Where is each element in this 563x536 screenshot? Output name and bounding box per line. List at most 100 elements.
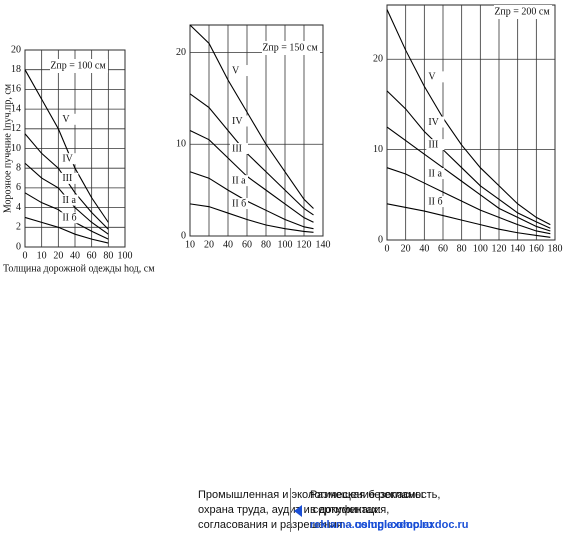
footer-left: Промышленная и экологическая безопасност… bbox=[198, 488, 469, 533]
curve-label: III bbox=[232, 143, 242, 154]
curve-label-bg bbox=[426, 168, 445, 180]
x-tick-label: 0 bbox=[23, 250, 28, 261]
plot-frame bbox=[189, 24, 324, 237]
curve bbox=[189, 171, 314, 230]
y-tick-label: 20 bbox=[373, 54, 383, 65]
x-tick-label: 40 bbox=[419, 243, 429, 254]
curve-label: IV bbox=[428, 117, 439, 128]
x-tick-label: 120 bbox=[297, 239, 312, 250]
x-tick-label: 0 bbox=[385, 243, 390, 254]
curve-label-bg bbox=[426, 116, 445, 128]
curve bbox=[189, 93, 314, 216]
x-tick-label: 10 bbox=[37, 250, 47, 261]
curve-label: II а bbox=[428, 168, 442, 179]
curve bbox=[189, 24, 314, 209]
x-tick-label: 40 bbox=[223, 239, 233, 250]
y-tick-label: 2 bbox=[16, 222, 21, 233]
divider bbox=[290, 488, 291, 532]
curve bbox=[189, 130, 314, 223]
curve-label: II б bbox=[232, 198, 246, 209]
footer-right: Размещение рекламы в документах: reklama… bbox=[310, 488, 433, 533]
curve-label-bg bbox=[60, 194, 79, 206]
curve-label-bg bbox=[60, 172, 79, 184]
y-tick-label: 18 bbox=[11, 64, 21, 75]
curve-label: V bbox=[62, 114, 70, 125]
x-tick-label: 60 bbox=[242, 239, 252, 250]
curve-label: II б bbox=[428, 196, 442, 207]
curve-label: IV bbox=[62, 153, 73, 164]
annotation: Zпр = 150 см bbox=[262, 42, 318, 53]
curve-label-bg bbox=[230, 115, 248, 127]
curve bbox=[386, 9, 551, 226]
x-tick-label: 100 bbox=[278, 239, 293, 250]
y-tick-label: 20 bbox=[11, 44, 21, 55]
curve bbox=[386, 203, 551, 238]
x-tick-label: 60 bbox=[438, 243, 448, 254]
y-tick-label: 0 bbox=[16, 241, 21, 252]
x-tick-label: 180 bbox=[548, 243, 563, 254]
footer-link[interactable]: reklama.complexdoc.ru bbox=[310, 518, 433, 533]
footer-line: Промышленная и экологическая безопасност… bbox=[198, 489, 441, 501]
x-tick-label: 20 bbox=[53, 250, 63, 261]
annotation: Zпр = 100 см bbox=[50, 60, 106, 71]
curve-label: II б bbox=[62, 213, 76, 224]
y-tick-label: 14 bbox=[11, 103, 21, 114]
curve bbox=[386, 167, 551, 235]
y-tick-label: 10 bbox=[373, 144, 383, 155]
curve-label-bg bbox=[426, 71, 445, 83]
y-tick-label: 8 bbox=[16, 162, 21, 173]
footer-line: охрана труда, аудит и сертификация, bbox=[198, 504, 390, 516]
y-tick-label: 20 bbox=[176, 47, 186, 58]
curve-label: II а bbox=[62, 195, 76, 206]
y-tick-label: 4 bbox=[16, 202, 21, 213]
curve bbox=[24, 69, 109, 223]
x-tick-label: 80 bbox=[103, 250, 113, 261]
x-tick-label: 100 bbox=[473, 243, 488, 254]
x-axis-label: Толщина дорожной одежды hод, см bbox=[3, 263, 155, 274]
y-tick-label: 12 bbox=[11, 123, 21, 134]
y-tick-label: 10 bbox=[176, 139, 186, 150]
footer-line: согласования и разрешения – uslugi.compl… bbox=[198, 518, 469, 533]
x-tick-label: 100 bbox=[118, 250, 133, 261]
footer-link-text[interactable]: reklama.complexdoc.ru bbox=[310, 519, 433, 531]
x-tick-label: 10 bbox=[185, 239, 195, 250]
footer-line: Размещение рекламы bbox=[310, 489, 424, 501]
y-axis-label: Морозное пучение lпуч.пр, см bbox=[2, 83, 13, 213]
arrow-icon bbox=[294, 505, 302, 517]
curve bbox=[189, 203, 314, 233]
x-tick-label: 140 bbox=[316, 239, 331, 250]
y-tick-label: 16 bbox=[11, 84, 21, 95]
plot-frame bbox=[386, 4, 556, 241]
annotation-bg bbox=[262, 41, 320, 55]
footer-link[interactable]: uslugi.complexdoc.ru bbox=[354, 519, 469, 531]
curve-label-bg bbox=[230, 143, 248, 155]
y-tick-label: 0 bbox=[181, 230, 186, 241]
curve-label-bg bbox=[426, 139, 445, 151]
curve-label-bg bbox=[426, 196, 445, 208]
y-tick-label: 10 bbox=[11, 143, 21, 154]
annotation-bg bbox=[494, 5, 552, 19]
curve bbox=[386, 126, 551, 232]
curve-label-bg bbox=[60, 153, 79, 165]
curve-label: V bbox=[428, 72, 436, 83]
curve-label: III bbox=[428, 139, 438, 150]
curve-label: V bbox=[232, 65, 240, 76]
annotation: Zпр = 200 см bbox=[494, 6, 550, 17]
curve-label-bg bbox=[60, 212, 79, 224]
curve-label-bg bbox=[230, 198, 248, 210]
x-tick-label: 80 bbox=[457, 243, 467, 254]
footer-text: согласования и разрешения – bbox=[198, 519, 352, 531]
y-tick-label: 0 bbox=[378, 234, 383, 245]
charts: 0 10 20 40 60 80 10002468101214161820VIVIIIII … bbox=[2, 4, 563, 274]
curve-label: II а bbox=[232, 175, 246, 186]
curve-label-bg bbox=[230, 175, 248, 187]
y-tick-label: 6 bbox=[16, 182, 21, 193]
x-tick-label: 80 bbox=[261, 239, 271, 250]
annotation-bg bbox=[50, 59, 108, 73]
curve bbox=[386, 90, 551, 229]
curve-label-bg bbox=[230, 65, 248, 77]
curve-label: III bbox=[62, 173, 72, 184]
curve-label: IV bbox=[232, 116, 243, 127]
x-tick-label: 160 bbox=[529, 243, 544, 254]
